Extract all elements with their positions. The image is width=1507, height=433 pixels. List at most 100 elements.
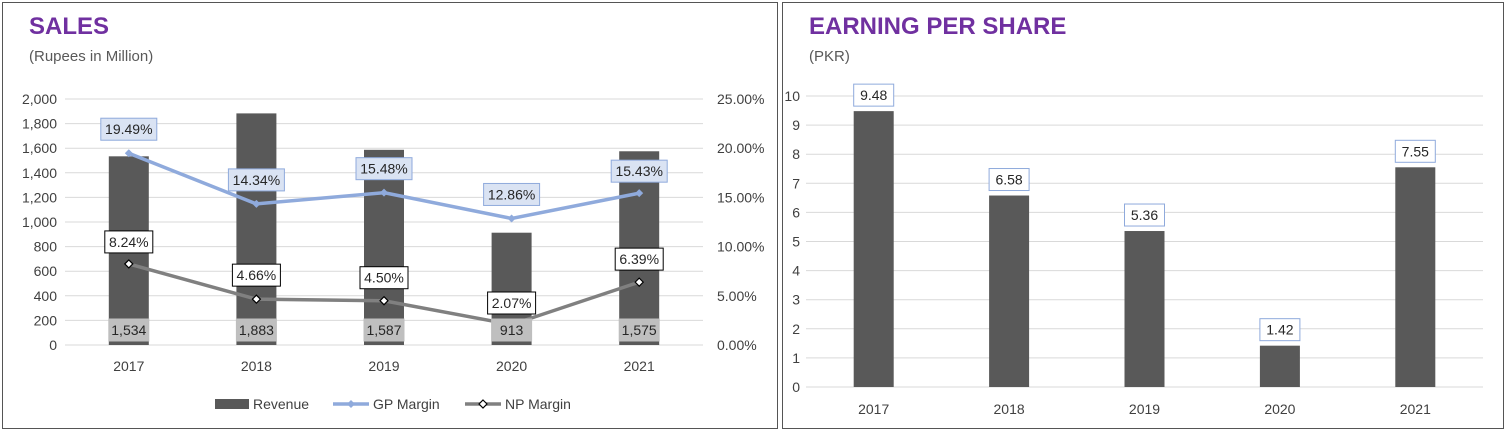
gp-margin-point: [507, 214, 516, 223]
revenue-data-label: 1,883: [239, 322, 274, 338]
x-tick-label: 2018: [994, 401, 1025, 417]
y-tick-label: 1,000: [22, 214, 57, 230]
gp-data-label: 15.48%: [360, 161, 407, 177]
eps-data-label: 6.58: [995, 172, 1022, 188]
y-tick-label: 0: [792, 379, 800, 395]
revenue-data-label: 1,534: [111, 322, 146, 338]
sales-title: SALES: [29, 13, 110, 40]
np-data-label: 2.07%: [492, 295, 532, 311]
revenue-data-label-box: [235, 318, 277, 342]
eps-bar: [1124, 231, 1165, 387]
y2-tick-label: 0.00%: [717, 337, 757, 353]
legend-revenue-label: Revenue: [253, 396, 309, 412]
gp-data-label: 19.49%: [105, 121, 152, 137]
x-tick-label: 2021: [624, 358, 655, 374]
revenue-bar: [364, 149, 404, 345]
sales-subtitle: (Rupees in Million): [29, 48, 154, 65]
np-margin-point: [123, 259, 134, 269]
y2-tick-label: 15.00%: [717, 189, 764, 205]
eps-data-label: 1.42: [1266, 322, 1293, 338]
revenue-data-label: 1,587: [366, 322, 401, 338]
y-tick-label: 4: [792, 263, 800, 279]
legend-revenue-swatch: [215, 399, 249, 409]
y2-tick-label: 25.00%: [717, 91, 764, 107]
y-tick-label: 1,200: [22, 189, 57, 205]
np-data-label-box: [231, 263, 281, 287]
np-data-label: 6.39%: [619, 251, 659, 267]
y-tick-label: 10: [784, 88, 800, 104]
y-tick-label: 800: [34, 239, 58, 255]
y-tick-label: 5: [792, 234, 800, 250]
eps-bar: [1259, 345, 1300, 387]
revenue-data-label: 913: [500, 322, 524, 338]
y-tick-label: 1: [792, 350, 800, 366]
revenue-data-label-box: [618, 318, 660, 342]
legend-gp-marker: [347, 400, 355, 408]
gp-data-label-box: [483, 182, 541, 206]
gp-margin-point: [380, 188, 388, 197]
x-tick-label: 2020: [496, 358, 527, 374]
revenue-bar: [236, 113, 277, 346]
eps-data-label-box: [1394, 139, 1436, 163]
legend-np-label: NP Margin: [505, 396, 571, 412]
y-tick-label: 1,400: [22, 165, 57, 181]
gp-data-label-box: [227, 168, 285, 192]
y2-tick-label: 20.00%: [717, 140, 764, 156]
legend-np-marker: [478, 399, 488, 409]
eps-data-label-box: [1259, 318, 1301, 342]
y-tick-label: 2,000: [22, 91, 57, 107]
y-tick-label: 400: [34, 288, 58, 304]
legend-gp-label: GP Margin: [373, 396, 440, 412]
np-data-label: 4.66%: [237, 267, 277, 283]
eps-chart: 0 1 2 3 4 5 6 7 8 9 10 9.48 6.58 5.36 1.42 7.55 2017 2018…: [784, 83, 1483, 417]
x-tick-label: 2019: [1129, 401, 1160, 417]
gp-data-label: 12.86%: [488, 186, 535, 202]
eps-data-label-box: [988, 168, 1030, 192]
y-tick-label: 7: [792, 175, 800, 191]
eps-bar: [1395, 167, 1436, 387]
y2-tick-label: 5.00%: [717, 288, 757, 304]
revenue-data-label-box: [491, 318, 533, 342]
sales-chart: 0 200 400 600 800 1,000 1,200 1,400 1,600 1,800 2,…: [22, 91, 765, 412]
np-margin-point: [634, 277, 645, 287]
np-data-label-box: [359, 266, 409, 290]
np-data-label-box: [104, 230, 154, 254]
gp-data-label-box: [100, 117, 158, 141]
y2-tick-label: 10.00%: [717, 239, 764, 255]
x-tick-label: 2017: [858, 401, 889, 417]
x-tick-label: 2018: [241, 358, 272, 374]
np-data-label: 4.50%: [364, 270, 404, 286]
y-tick-label: 1,800: [22, 116, 57, 132]
np-data-label: 8.24%: [109, 234, 149, 250]
y-tick-label: 6: [792, 204, 800, 220]
revenue-data-label-box: [108, 318, 150, 342]
gp-data-label: 15.43%: [615, 163, 662, 179]
y-tick-label: 200: [34, 312, 58, 328]
y-tick-label: 3: [792, 292, 800, 308]
y-tick-label: 1,600: [22, 140, 57, 156]
gp-margin-point: [252, 199, 261, 208]
np-data-label-box: [614, 247, 664, 271]
revenue-data-label-box: [363, 318, 405, 342]
x-tick-label: 2021: [1400, 401, 1431, 417]
gp-margin-point: [635, 189, 644, 198]
gp-data-label: 14.34%: [233, 172, 280, 188]
eps-data-label: 5.36: [1131, 207, 1158, 223]
eps-bar: [989, 195, 1030, 387]
eps-data-label-box: [1124, 203, 1165, 227]
y-tick-label: 8: [792, 146, 800, 162]
x-tick-label: 2019: [368, 358, 399, 374]
y-tick-label: 600: [34, 263, 58, 279]
np-data-label-box: [487, 291, 537, 315]
eps-title: EARNING PER SHARE: [809, 13, 1067, 40]
np-margin-point: [379, 295, 389, 306]
y-tick-label: 0: [49, 337, 57, 353]
eps-chart-panel: EARNING PER SHARE (PKR) 0 1 2 3 4 5 6 7 8 9 10 9.48…: [782, 2, 1504, 429]
np-margin-point: [251, 294, 262, 304]
eps-subtitle: (PKR): [809, 48, 850, 65]
gp-margin-point: [124, 149, 133, 158]
eps-data-label: 9.48: [860, 87, 887, 103]
eps-bar: [853, 111, 894, 387]
gp-data-label-box: [355, 157, 413, 181]
y-tick-label: 9: [792, 117, 800, 133]
